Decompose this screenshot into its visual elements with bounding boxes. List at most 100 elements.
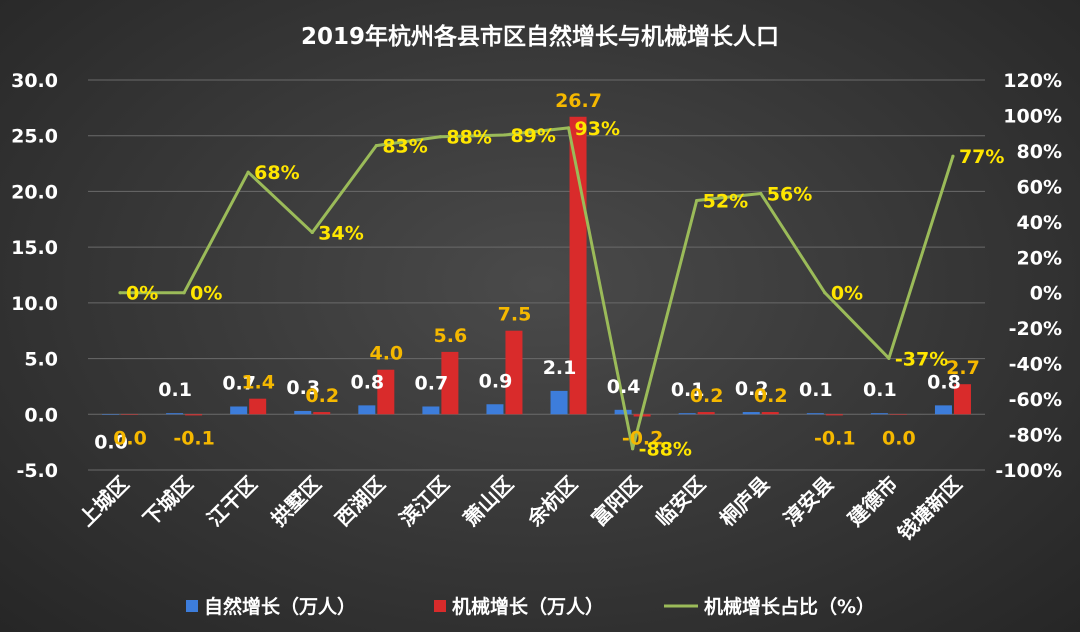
bar-mechanical xyxy=(889,414,907,415)
bar-mechanical xyxy=(953,384,971,415)
label-mechanical: 5.6 xyxy=(434,325,468,347)
label-ratio: 77% xyxy=(959,146,1004,168)
bar-mechanical xyxy=(185,414,203,416)
label-natural: 0.4 xyxy=(607,376,641,398)
bar-mechanical xyxy=(441,351,459,415)
label-ratio: -37% xyxy=(895,348,948,370)
label-natural: 0.2 xyxy=(735,378,769,400)
chart-title: 2019年杭州各县市区自然增长与机械增长人口 xyxy=(301,23,779,50)
left-tick-label: 0.0 xyxy=(24,404,58,426)
label-ratio: -88% xyxy=(639,439,692,461)
bar-natural xyxy=(934,405,952,415)
ratio-point xyxy=(182,291,186,295)
category-label: 拱墅区 xyxy=(266,472,325,531)
ratio-point xyxy=(823,291,827,295)
label-natural: 0.1 xyxy=(799,379,833,401)
bar-natural xyxy=(422,406,440,415)
category-label: 萧山区 xyxy=(459,472,518,531)
legend-label-ratio: 机械增长占比（%） xyxy=(704,595,875,618)
label-mechanical: -0.1 xyxy=(173,427,215,449)
category-axis: 上城区 下城区 江干区 拱墅区 西湖区 滨江区 萧山区 余杭区 富阳区 临安区 桐庐县 淳安县 建德市钱… xyxy=(74,472,966,546)
label-natural: 0.3 xyxy=(286,377,320,399)
ratio-line-path xyxy=(120,126,955,451)
bar-mechanical xyxy=(505,330,523,415)
category-label: 桐庐县 xyxy=(715,472,774,531)
category-label: 上城区 xyxy=(74,472,133,531)
label-ratio: 83% xyxy=(382,136,427,158)
legend-swatch-mechanical xyxy=(434,600,446,612)
ratio-point xyxy=(310,230,314,235)
bar-mechanical xyxy=(121,414,139,415)
right-axis: -100% -80% -60% -40% -20% 0% 20% 40% 60% 80% 100% 1… xyxy=(995,70,1062,482)
legend: 自然增长（万人） 机械增长（万人） 机械增长占比（%） xyxy=(186,595,875,618)
label-ratio: 56% xyxy=(767,183,812,205)
bar-natural xyxy=(166,413,184,415)
category-label: 富阳区 xyxy=(587,472,646,531)
legend-label-natural: 自然增长（万人） xyxy=(204,595,356,618)
label-natural: 0.0 xyxy=(94,431,128,453)
legend-swatch-natural xyxy=(186,600,198,612)
ratio-line xyxy=(118,126,955,451)
bar-mechanical xyxy=(249,398,267,415)
bars xyxy=(102,116,971,417)
category-label: 西湖区 xyxy=(330,472,389,531)
right-tick-label: 0% xyxy=(1030,283,1062,305)
legend-label-mechanical: 机械增长（万人） xyxy=(452,595,604,618)
label-ratio: 89% xyxy=(510,125,555,147)
label-natural: 0.8 xyxy=(350,371,384,393)
label-mechanical: 0.2 xyxy=(690,385,724,407)
ratio-point xyxy=(887,356,891,360)
right-tick-label: 40% xyxy=(1017,212,1062,234)
right-tick-label: 100% xyxy=(1003,105,1062,127)
label-ratio: 52% xyxy=(703,191,748,213)
label-mechanical: -0.1 xyxy=(814,427,856,449)
label-ratio: 0% xyxy=(190,283,222,305)
ratio-point xyxy=(695,198,699,203)
ratio-point xyxy=(951,154,955,158)
right-tick-label: 20% xyxy=(1017,247,1062,269)
bar-natural xyxy=(614,409,632,415)
bar-natural xyxy=(806,413,824,415)
left-tick-label: 25.0 xyxy=(11,126,58,148)
label-mechanical: 7.5 xyxy=(498,304,532,326)
label-mechanical: 0.0 xyxy=(882,427,916,449)
label-ratio: 34% xyxy=(318,222,363,244)
bar-natural xyxy=(358,405,376,415)
bar-natural xyxy=(678,413,696,415)
right-tick-label: -40% xyxy=(1009,354,1062,376)
left-tick-label: 30.0 xyxy=(11,70,58,92)
category-label: 建德市 xyxy=(843,472,902,531)
label-natural: 0.7 xyxy=(222,372,256,394)
bar-natural xyxy=(486,404,504,415)
label-ratio: 0% xyxy=(126,283,158,305)
left-tick-label: 5.0 xyxy=(24,349,58,371)
bar-natural xyxy=(870,413,888,415)
category-label: 下城区 xyxy=(138,472,197,531)
left-tick-label: 15.0 xyxy=(11,237,58,259)
category-label: 淳安县 xyxy=(779,472,838,531)
right-tick-label: -60% xyxy=(1009,389,1062,411)
right-tick-label: -20% xyxy=(1009,318,1062,340)
left-tick-label: 20.0 xyxy=(11,181,58,203)
label-ratio: 0% xyxy=(831,283,863,305)
label-natural: 0.8 xyxy=(927,371,961,393)
ratio-point xyxy=(631,447,635,451)
right-tick-label: 60% xyxy=(1017,176,1062,198)
label-mechanical: 1.4 xyxy=(241,372,275,394)
bar-natural xyxy=(742,412,760,415)
left-axis: -5.0 0.0 5.0 10.0 15.0 20.0 25.0 30.0 xyxy=(11,70,58,482)
label-natural: 0.1 xyxy=(863,379,897,401)
ratio-point xyxy=(118,291,122,295)
category-label: 临安区 xyxy=(651,472,710,531)
label-mechanical: 0.0 xyxy=(113,427,147,449)
bar-natural xyxy=(230,406,248,415)
label-natural: 0.7 xyxy=(415,372,449,394)
category-label: 江干区 xyxy=(202,472,261,531)
bar-natural xyxy=(102,414,120,415)
ratio-point xyxy=(438,135,442,139)
label-mechanical: 4.0 xyxy=(369,343,403,365)
data-labels: 0.00.00%0.1-0.10%0.71.468%0.30.234%0.84.… xyxy=(94,90,1004,461)
bar-mechanical xyxy=(825,414,843,416)
label-natural: 0.9 xyxy=(479,370,513,392)
ratio-point xyxy=(246,170,250,174)
